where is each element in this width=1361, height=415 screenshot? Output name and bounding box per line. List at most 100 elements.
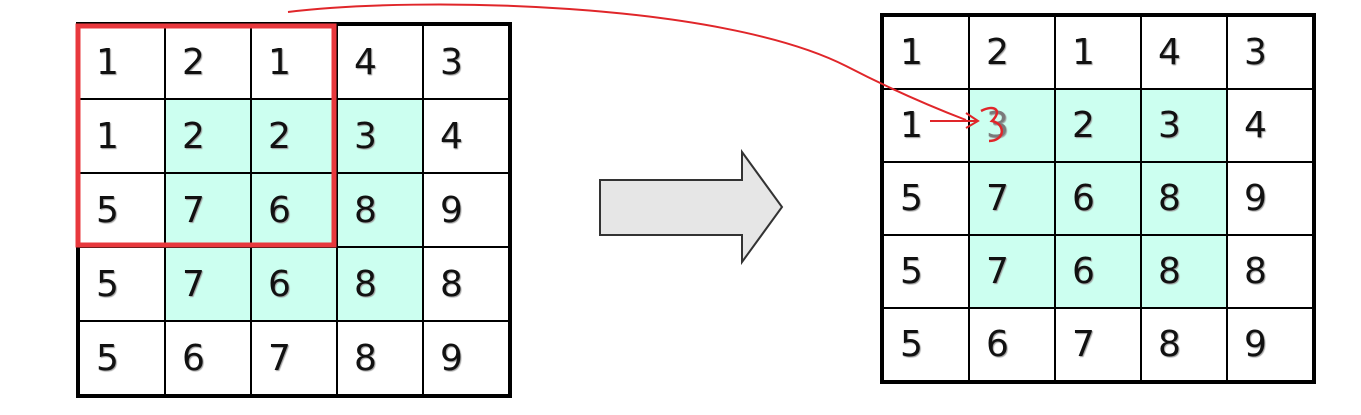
grid-cell: 5 bbox=[77, 320, 166, 397]
cell-value: 2 bbox=[182, 41, 205, 83]
cell-value: 7 bbox=[986, 251, 1009, 292]
cell-value: 1 bbox=[96, 115, 119, 157]
cell-value: 5 bbox=[900, 178, 923, 219]
cell-value: 7 bbox=[182, 263, 205, 305]
cell-value: 6 bbox=[1072, 251, 1095, 292]
cell-value: 1 bbox=[900, 105, 923, 146]
cell-value: 4 bbox=[354, 41, 377, 83]
grid-cell: 2 bbox=[164, 23, 252, 100]
cell-value: 8 bbox=[1158, 251, 1181, 292]
input-grid: 1 2 1 4 3 1 2 2 3 4 5 7 6 8 9 5 7 6 8 8 5 6 7 8 9 bbox=[76, 22, 512, 398]
grid-cell: 8 bbox=[336, 172, 424, 248]
grid-cell: 5 bbox=[77, 246, 166, 322]
grid-cell: 8 bbox=[1140, 307, 1228, 383]
cell-value: 9 bbox=[440, 189, 463, 231]
cell-value: 1 bbox=[268, 41, 291, 83]
grid-cell: 9 bbox=[1226, 161, 1315, 236]
cell-value: 7 bbox=[1072, 324, 1095, 365]
grid-cell: 8 bbox=[336, 246, 424, 322]
cell-value: 1 bbox=[96, 41, 119, 83]
cell-value: 6 bbox=[986, 324, 1009, 365]
grid-cell: 7 bbox=[1054, 307, 1142, 383]
grid-cell: 3 bbox=[1226, 14, 1315, 90]
grid-cell: 9 bbox=[422, 172, 511, 248]
output-grid-body: 1 2 1 4 3 1 3 2 3 4 5 7 6 8 9 5 7 6 8 8 5 6 7 8 9 bbox=[881, 14, 1315, 383]
cell-value: 7 bbox=[182, 189, 205, 231]
cell-value: 5 bbox=[900, 324, 923, 365]
grid-cell: 2 bbox=[250, 98, 338, 174]
grid-cell: 4 bbox=[1140, 14, 1228, 90]
grid-row: 5 6 7 8 9 bbox=[77, 320, 511, 397]
cell-value: 9 bbox=[1244, 178, 1267, 219]
grid-cell: 4 bbox=[336, 23, 424, 100]
cell-value: 5 bbox=[96, 337, 119, 379]
cell-value: 8 bbox=[1158, 178, 1181, 219]
cell-value: 7 bbox=[986, 178, 1009, 219]
cell-value: 8 bbox=[354, 189, 377, 231]
grid-cell: 2 bbox=[1054, 88, 1142, 163]
cell-value: 7 bbox=[268, 337, 291, 379]
cell-value: 5 bbox=[96, 189, 119, 231]
grid-row: 5 7 6 8 8 bbox=[881, 234, 1315, 309]
grid-cell: 6 bbox=[250, 172, 338, 248]
cell-value: 3 bbox=[986, 105, 1009, 146]
grid-cell: 8 bbox=[1140, 234, 1228, 309]
grid-cell: 1 bbox=[1054, 14, 1142, 90]
grid-cell: 1 bbox=[881, 88, 970, 163]
grid-row: 5 7 6 8 9 bbox=[77, 172, 511, 248]
cell-value: 2 bbox=[182, 115, 205, 157]
cell-value: 5 bbox=[96, 263, 119, 305]
grid-cell: 4 bbox=[422, 98, 511, 174]
cell-value: 5 bbox=[900, 251, 923, 292]
cell-value: 2 bbox=[986, 32, 1009, 73]
grid-cell: 5 bbox=[881, 161, 970, 236]
grid-cell: 1 bbox=[881, 14, 970, 90]
annotation-curve-arrow bbox=[287, 3, 967, 121]
cell-value: 6 bbox=[182, 337, 205, 379]
cell-value: 2 bbox=[268, 115, 291, 157]
cell-value: 6 bbox=[268, 263, 291, 305]
grid-cell: 6 bbox=[968, 307, 1056, 383]
grid-cell: 8 bbox=[422, 246, 511, 322]
cell-value: 3 bbox=[440, 41, 463, 83]
right-arrow-icon bbox=[599, 148, 784, 266]
grid-cell: 1 bbox=[77, 23, 166, 100]
cell-value: 8 bbox=[1244, 251, 1267, 292]
grid-cell: 7 bbox=[250, 320, 338, 397]
grid-cell: 8 bbox=[1140, 161, 1228, 236]
cell-value: 4 bbox=[1244, 105, 1267, 146]
grid-cell: 6 bbox=[1054, 234, 1142, 309]
grid-cell: 6 bbox=[1054, 161, 1142, 236]
grid-cell: 3 bbox=[336, 98, 424, 174]
cell-value: 4 bbox=[1158, 32, 1181, 73]
cell-value: 3 bbox=[1158, 105, 1181, 146]
grid-cell: 7 bbox=[968, 234, 1056, 309]
grid-cell: 6 bbox=[164, 320, 252, 397]
cell-value: 3 bbox=[354, 115, 377, 157]
grid-cell: 2 bbox=[164, 98, 252, 174]
cell-value: 1 bbox=[900, 32, 923, 73]
grid-cell: 7 bbox=[968, 161, 1056, 236]
cell-value: 2 bbox=[1072, 105, 1095, 146]
grid-cell: 5 bbox=[881, 234, 970, 309]
grid-row: 1 2 1 4 3 bbox=[881, 14, 1315, 90]
cell-value: 8 bbox=[1158, 324, 1181, 365]
grid-cell: 9 bbox=[1226, 307, 1315, 383]
cell-value: 8 bbox=[354, 337, 377, 379]
output-grid: 1 2 1 4 3 1 3 2 3 4 5 7 6 8 9 5 7 6 8 8 5 6 7 8 9 bbox=[880, 13, 1316, 384]
cell-value: 8 bbox=[354, 263, 377, 305]
filter-window-outline bbox=[75, 23, 337, 248]
grid-cell: 8 bbox=[1226, 234, 1315, 309]
grid-row: 5 7 6 8 8 bbox=[77, 246, 511, 322]
grid-cell: 7 bbox=[164, 246, 252, 322]
grid-cell: 3 bbox=[968, 88, 1056, 163]
grid-cell: 7 bbox=[164, 172, 252, 248]
grid-cell: 3 bbox=[1140, 88, 1228, 163]
grid-cell: 2 bbox=[968, 14, 1056, 90]
grid-cell: 4 bbox=[1226, 88, 1315, 163]
grid-cell: 9 bbox=[422, 320, 511, 397]
grid-row: 5 6 7 8 9 bbox=[881, 307, 1315, 383]
cell-value: 3 bbox=[1244, 32, 1267, 73]
grid-cell: 6 bbox=[250, 246, 338, 322]
